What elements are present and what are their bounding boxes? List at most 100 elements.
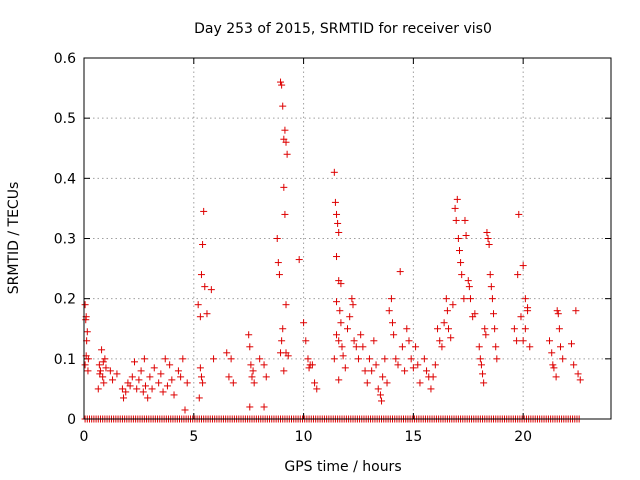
data-point <box>305 364 313 372</box>
data-point <box>140 355 148 363</box>
data-point <box>556 343 564 351</box>
data-point <box>412 343 420 351</box>
data-point <box>484 235 492 242</box>
data-point <box>403 325 411 333</box>
y-tick-label: 0 <box>67 412 76 428</box>
data-point <box>146 373 154 381</box>
data-point <box>311 379 319 387</box>
data-point <box>449 301 457 309</box>
data-point <box>100 379 108 387</box>
data-point <box>210 355 218 363</box>
data-point <box>368 367 376 375</box>
data-point <box>519 262 527 270</box>
data-point <box>260 361 268 369</box>
data-point <box>434 325 442 333</box>
data-point <box>148 385 156 393</box>
data-point <box>427 385 435 393</box>
data-point <box>385 307 393 315</box>
data-point <box>281 210 289 218</box>
y-tick-label: 0.1 <box>54 352 76 368</box>
data-point <box>392 355 400 363</box>
data-point <box>333 298 341 306</box>
data-point <box>246 403 254 411</box>
axis-ticks: 0 0.1 0.2 0.3 0.4 0.5 0.6 0 5 10 15 20 <box>54 51 611 445</box>
data-point <box>84 367 92 375</box>
data-point <box>144 394 152 402</box>
data-point <box>379 373 387 381</box>
data-point <box>333 210 341 218</box>
data-point <box>352 343 360 351</box>
data-point <box>429 373 437 381</box>
data-point <box>481 325 489 333</box>
data-point <box>102 364 110 372</box>
data-point <box>461 216 469 224</box>
data-point <box>513 337 521 345</box>
data-point <box>521 325 529 333</box>
data-point <box>82 316 90 324</box>
data-point <box>515 210 523 218</box>
data-point <box>339 352 347 360</box>
y-axis-title: SRMTID / TECUs <box>6 182 22 295</box>
data-point <box>96 370 104 378</box>
data-point <box>517 313 525 321</box>
data-point <box>341 364 349 372</box>
data-point <box>278 337 286 345</box>
data-point <box>159 388 167 396</box>
data-point <box>465 283 473 291</box>
data-point <box>491 325 499 333</box>
data-point <box>346 313 354 321</box>
data-point <box>122 388 130 396</box>
data-point <box>383 379 391 387</box>
data-point <box>464 277 472 285</box>
data-point <box>526 343 534 351</box>
data-point <box>277 349 285 357</box>
data-point <box>168 376 176 384</box>
data-point <box>155 379 163 387</box>
grid-lines <box>84 58 611 419</box>
chart-title: Day 253 of 2015, SRMTID for receiver vis… <box>194 21 492 37</box>
data-point <box>227 355 235 363</box>
data-point <box>376 391 384 399</box>
data-point <box>396 268 404 276</box>
data-point <box>279 325 287 333</box>
data-point <box>555 325 563 333</box>
data-point <box>284 352 292 360</box>
data-point <box>334 219 342 227</box>
data-point <box>405 337 413 345</box>
data-point <box>300 319 308 327</box>
data-point <box>170 391 178 399</box>
data-point <box>576 376 584 384</box>
data-point <box>454 235 462 242</box>
data-point <box>338 343 346 351</box>
data-point <box>223 349 231 357</box>
data-point <box>440 319 448 327</box>
data-point <box>514 271 522 279</box>
data-point <box>361 367 369 375</box>
data-point <box>546 337 554 345</box>
data-point <box>548 349 556 357</box>
data-point <box>283 150 291 158</box>
data-point <box>199 379 207 387</box>
data-point <box>278 81 286 89</box>
data-point <box>387 295 395 303</box>
data-point <box>177 373 185 381</box>
data-point <box>394 361 402 369</box>
data-point <box>163 382 171 390</box>
data-point <box>554 310 562 318</box>
data-point <box>349 301 357 309</box>
data-point <box>262 373 270 381</box>
data-point <box>195 394 203 402</box>
data-point <box>98 346 106 354</box>
data-point <box>423 367 431 375</box>
data-point <box>280 367 288 375</box>
y-tick-label: 0.5 <box>54 111 76 127</box>
data-point <box>477 361 485 369</box>
data-point <box>81 361 89 369</box>
data-point <box>390 331 398 339</box>
x-tick-label: 10 <box>295 429 313 445</box>
data-point <box>414 361 422 369</box>
data-point <box>442 295 450 303</box>
data-point <box>197 373 205 381</box>
data-point <box>510 325 518 333</box>
data-point <box>199 241 207 249</box>
